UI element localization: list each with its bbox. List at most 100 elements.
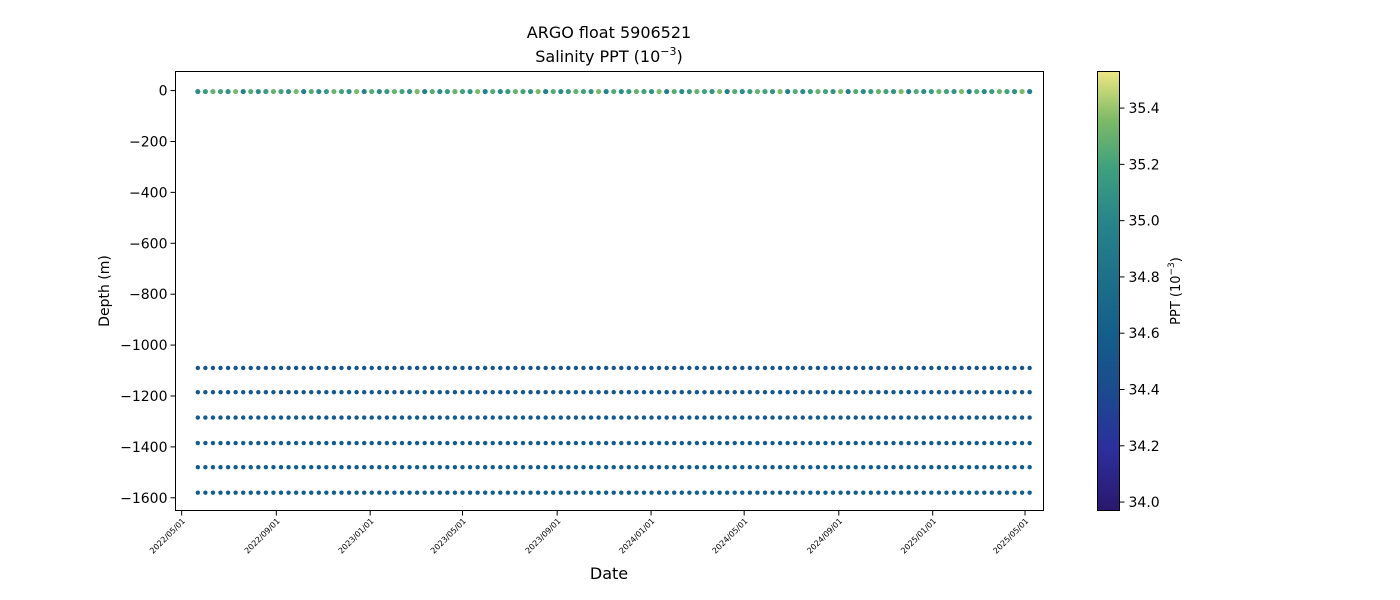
deep-sample-point xyxy=(808,389,813,395)
deep-sample-point xyxy=(982,389,987,395)
deep-sample-point xyxy=(218,465,223,470)
deep-sample-point xyxy=(339,465,344,470)
deep-sample-point xyxy=(203,415,208,420)
deep-sample-point xyxy=(936,465,942,470)
deep-sample-point xyxy=(619,440,624,446)
deep-sample-point xyxy=(430,365,435,371)
deep-sample-point xyxy=(611,415,616,420)
deep-sample-point xyxy=(989,389,995,395)
deep-sample-point xyxy=(951,490,957,495)
deep-sample-point xyxy=(384,365,390,371)
deep-sample-point xyxy=(838,440,843,446)
surface-point xyxy=(573,88,579,95)
deep-sample-point xyxy=(687,465,692,470)
deep-sample-point xyxy=(914,389,919,395)
y-tick-label: −600 xyxy=(129,236,167,252)
deep-sample-point xyxy=(233,490,238,495)
deep-sample-point xyxy=(777,465,783,470)
deep-sample-point xyxy=(195,415,201,420)
deep-sample-point xyxy=(286,389,291,395)
surface-point xyxy=(429,88,435,95)
deep-sample-point xyxy=(838,415,843,420)
deep-sample-point xyxy=(838,389,843,395)
deep-sample-point xyxy=(414,490,420,495)
deep-sample-point xyxy=(672,415,677,420)
deep-sample-point xyxy=(377,490,382,495)
deep-sample-point xyxy=(823,490,828,495)
deep-sample-point xyxy=(906,490,911,495)
deep-sample-point xyxy=(361,415,367,420)
deep-sample-point xyxy=(505,415,511,420)
deep-sample-point xyxy=(490,389,495,395)
deep-sample-point xyxy=(263,365,269,371)
deep-sample-point xyxy=(430,440,435,446)
deep-sample-point xyxy=(982,365,987,371)
deep-sample-point xyxy=(482,490,488,495)
deep-sample-point xyxy=(225,365,231,371)
surface-point xyxy=(1019,88,1025,95)
deep-sample-point xyxy=(717,440,722,446)
y-tick-label: −200 xyxy=(129,134,167,150)
deep-sample-point xyxy=(755,389,760,395)
deep-sample-point xyxy=(611,389,616,395)
deep-sample-point xyxy=(445,365,450,371)
deep-sample-point xyxy=(694,415,700,420)
deep-sample-point xyxy=(845,415,851,420)
surface-point xyxy=(974,88,980,95)
deep-sample-point xyxy=(528,465,533,470)
colorbar-title: PPT (10−3) xyxy=(1167,257,1184,325)
deep-sample-point xyxy=(445,415,450,420)
deep-sample-point xyxy=(195,490,201,495)
deep-sample-point xyxy=(906,365,911,371)
deep-sample-point xyxy=(702,389,707,395)
deep-sample-point xyxy=(535,365,541,371)
deep-sample-point xyxy=(997,415,1002,420)
surface-point xyxy=(837,88,844,95)
deep-sample-point xyxy=(603,365,609,371)
deep-sample-point xyxy=(452,465,458,470)
deep-sample-point xyxy=(951,365,957,371)
deep-sample-point xyxy=(271,440,276,446)
deep-sample-point xyxy=(906,440,911,446)
deep-sample-point xyxy=(649,389,654,395)
deep-sample-point xyxy=(558,389,563,395)
chart-title: ARGO float 5906521 xyxy=(527,23,691,42)
deep-sample-point xyxy=(316,465,322,470)
surface-point xyxy=(202,88,208,95)
deep-sample-point xyxy=(475,365,480,371)
deep-sample-point xyxy=(437,389,443,395)
deep-sample-point xyxy=(800,440,805,446)
y-tick-label: −400 xyxy=(129,185,167,201)
deep-sample-point xyxy=(679,490,684,495)
deep-sample-point xyxy=(309,389,314,395)
deep-sample-point xyxy=(838,465,843,470)
colorbar-tick-label: 34.4 xyxy=(1129,382,1160,398)
deep-sample-point xyxy=(581,465,586,470)
deep-sample-point xyxy=(898,365,904,371)
deep-sample-point xyxy=(467,365,473,371)
deep-sample-point xyxy=(407,440,412,446)
deep-sample-point xyxy=(210,415,216,420)
deep-sample-point xyxy=(1012,440,1017,446)
deep-sample-point xyxy=(460,415,465,420)
colorbar-tick-label: 35.2 xyxy=(1129,157,1160,173)
deep-sample-point xyxy=(687,490,692,495)
deep-sample-point xyxy=(346,389,352,395)
deep-sample-point xyxy=(248,490,253,495)
surface-point xyxy=(391,88,398,95)
deep-sample-point xyxy=(641,465,647,470)
deep-sample-point xyxy=(853,440,858,446)
deep-sample-point xyxy=(921,415,926,420)
deep-sample-point xyxy=(263,490,269,495)
deep-sample-point xyxy=(286,415,291,420)
colorbar-title-text: PPT (10 xyxy=(1169,275,1184,324)
deep-sample-point xyxy=(203,490,208,495)
deep-sample-point xyxy=(649,440,654,446)
deep-sample-point xyxy=(346,415,352,420)
deep-sample-point xyxy=(369,389,374,395)
deep-sample-point xyxy=(369,365,374,371)
deep-sample-point xyxy=(989,465,995,470)
deep-sample-point xyxy=(263,415,269,420)
deep-sample-point xyxy=(732,465,737,470)
surface-point xyxy=(603,88,609,95)
